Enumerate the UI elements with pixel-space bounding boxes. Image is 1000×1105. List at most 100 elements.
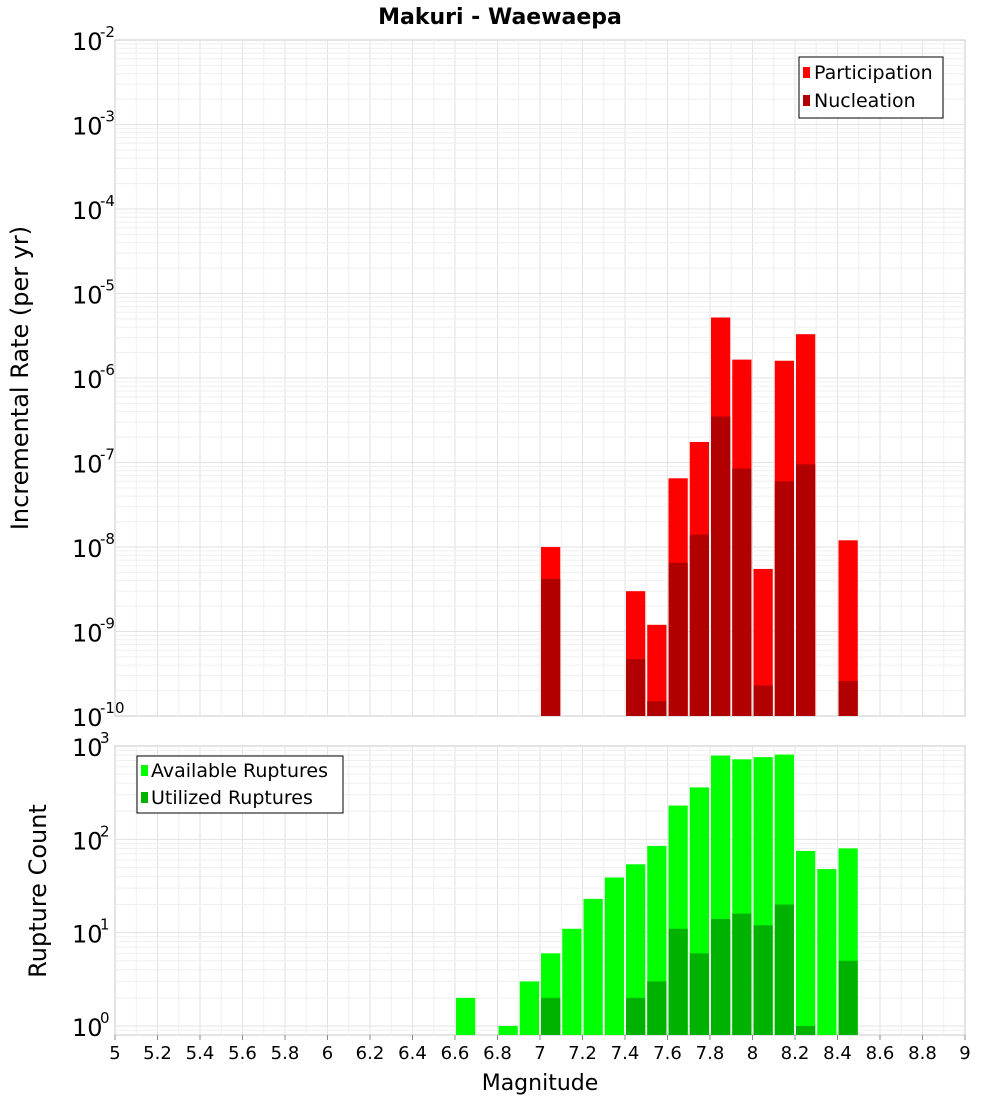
utilized-bar [689,953,709,1035]
svg-text:-6: -6 [100,361,115,379]
available-bar [796,850,816,1035]
utilized-bar [774,904,794,1035]
svg-text:10: 10 [72,366,103,394]
y-tick-label: 10-5 [72,277,115,310]
nucleation-bar [838,680,858,716]
x-tick-label: 5.8 [271,1043,300,1064]
utilized-bar [838,960,858,1035]
participation-bar [838,540,858,716]
available-bar [583,898,603,1035]
participation-legend-swatch [803,67,810,78]
available-bar [498,1025,518,1035]
count-plot-x-ticks: 5 5.2 5.4 5.6 5.8 6 6.2 6.4 6.6 6.8 7 7.2 7.4 7.6 7.8 8… [109,1035,971,1064]
x-tick-label: 7.8 [696,1043,725,1064]
nucleation-bar [668,562,688,716]
y-tick-label: 102 [72,822,110,855]
chart-title: Makuri - Waewaepa [378,5,622,30]
available-bar [817,869,837,1035]
x-tick-label: 8 [747,1043,758,1064]
svg-text:10: 10 [72,113,103,141]
count-plot-grid [115,746,965,1035]
count-legend-box [136,755,344,814]
x-tick-label: 6.8 [483,1043,512,1064]
x-tick-label: 5.6 [228,1043,257,1064]
x-tick-label: 5 [109,1043,120,1064]
y-tick-label: 10-8 [72,530,115,563]
nucleation-bar [689,534,709,716]
svg-text:10: 10 [72,28,103,56]
available-legend-swatch [141,765,148,776]
count-legend: Available Ruptures Utilized Ruptures [136,755,344,814]
rate-plot-bars [541,317,858,716]
x-tick-label: 7 [534,1043,545,1064]
nucleation-bar [626,659,646,716]
x-tick-label: 8.8 [908,1043,937,1064]
nucleation-legend-swatch [803,95,810,106]
nucleation-legend-label: Nucleation [814,90,916,112]
svg-text:-2: -2 [100,23,115,41]
available-bar [456,997,476,1035]
x-tick-label: 9 [959,1043,970,1064]
utilized-bar [626,997,646,1035]
x-axis-label: Magnitude [482,1071,599,1096]
y-tick-label: 10-9 [72,615,115,648]
y-tick-label: 100 [72,1009,110,1042]
svg-text:10: 10 [72,734,103,762]
svg-text:10: 10 [72,620,103,648]
count-plot-bars [456,754,858,1035]
participation-legend-label: Participation [814,62,933,84]
svg-text:10: 10 [72,451,103,479]
rate-y-axis-label: Incremental Rate (per yr) [6,226,34,530]
y-tick-label: 10-4 [72,192,115,225]
nucleation-bar [541,578,561,716]
x-tick-label: 6.6 [441,1043,470,1064]
svg-text:10: 10 [72,282,103,310]
x-tick-label: 5.4 [186,1043,215,1064]
y-tick-label: 101 [72,916,110,949]
y-tick-label: 10-2 [72,23,115,56]
svg-text:3: 3 [100,729,110,747]
nucleation-bar [796,464,816,716]
svg-text:-10: -10 [100,699,125,717]
available-bar [604,877,624,1035]
nucleation-bar [732,468,752,716]
x-tick-label: 6.4 [398,1043,427,1064]
rate-legend: Participation Nucleation [798,56,944,119]
y-tick-label: 103 [72,729,110,762]
y-tick-label: 10-6 [72,361,115,394]
svg-text:-3: -3 [100,108,115,126]
utilized-bar [647,981,667,1035]
participation-bar [647,624,667,716]
rate-plot-grid [115,40,965,716]
utilized-bar [711,919,731,1035]
svg-text:-4: -4 [100,192,115,210]
nucleation-bar [774,481,794,716]
utilized-bar [732,913,752,1035]
svg-text:-8: -8 [100,530,115,548]
utilized-legend-swatch [141,792,148,803]
available-bar [519,981,539,1035]
svg-text:10: 10 [72,921,103,949]
svg-text:10: 10 [72,535,103,563]
utilized-bar [541,997,561,1035]
x-tick-label: 7.4 [611,1043,640,1064]
svg-text:-9: -9 [100,615,115,633]
svg-text:-5: -5 [100,277,115,295]
available-legend-label: Available Ruptures [151,760,328,782]
count-y-axis-label: Rupture Count [24,804,52,978]
nucleation-bar [711,416,731,716]
nucleation-bar [647,701,667,716]
nucleation-bar [753,685,773,716]
svg-text:10: 10 [72,827,103,855]
utilized-legend-label: Utilized Ruptures [151,787,313,809]
x-tick-label: 6.2 [356,1043,385,1064]
utilized-bar [796,1025,816,1035]
svg-text:10: 10 [72,1014,103,1042]
y-tick-label: 10-10 [72,699,125,732]
svg-text:2: 2 [100,822,110,840]
